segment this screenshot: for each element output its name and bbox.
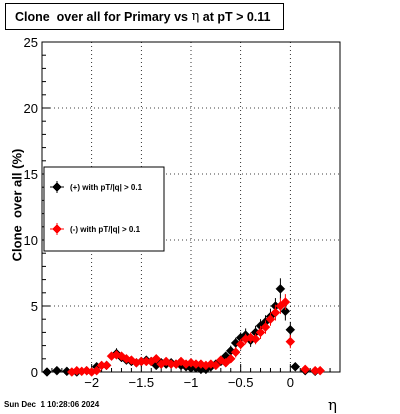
data-point	[42, 367, 52, 377]
data-point	[285, 336, 296, 347]
data-point	[290, 361, 301, 372]
data-point	[101, 360, 112, 371]
y-tick-label: 25	[24, 35, 38, 50]
y-tick-label: 20	[24, 101, 38, 116]
data-point	[265, 314, 276, 325]
data-point	[230, 347, 241, 358]
data-point	[270, 307, 281, 318]
legend-box	[43, 166, 165, 252]
data-point	[275, 283, 286, 294]
legend-label: (-) with pT/|q| > 0.1	[70, 225, 141, 234]
data-point	[285, 324, 296, 335]
data-point	[255, 327, 266, 338]
x-tick-label: −1	[184, 375, 199, 390]
chart-title: Clone over all for Primary vs η at pT > …	[5, 3, 284, 30]
chart-title-part2: at pT > 0.11	[199, 9, 271, 24]
data-point	[151, 353, 162, 364]
data-point	[300, 364, 311, 375]
chart-title-part1: Clone over all for Primary vs	[15, 9, 192, 24]
x-tick-label: 0	[287, 375, 294, 390]
y-tick-label: 15	[24, 167, 38, 182]
data-point	[210, 360, 221, 371]
data-point	[116, 351, 127, 362]
x-tick-label: −1.5	[128, 375, 154, 390]
series-negative	[66, 294, 325, 377]
legend-marker	[52, 182, 62, 192]
data-point	[52, 365, 62, 376]
data-point	[315, 365, 325, 376]
x-axis-label: η	[328, 396, 337, 414]
y-tick-label: 0	[31, 365, 38, 380]
y-axis-label: Clone over all (%)	[9, 148, 25, 262]
data-point	[280, 297, 291, 307]
data-point	[176, 356, 186, 367]
chart-title-symbol: η	[191, 9, 200, 24]
legend-label: (+) with pT/|q| > 0.1	[70, 183, 143, 192]
data-point	[91, 365, 102, 376]
data-point	[260, 322, 271, 332]
y-tick-label: 10	[24, 233, 38, 248]
legend-marker	[52, 224, 62, 234]
y-tick-label: 5	[31, 299, 38, 314]
data-point	[225, 353, 236, 364]
legend: (+) with pT/|q| > 0.1 (-) with pT/|q| > 0…	[43, 166, 165, 252]
data-point	[280, 306, 291, 317]
data-point	[250, 334, 261, 344]
x-tick-label: −2	[84, 375, 99, 390]
data-point	[161, 356, 172, 367]
data-point	[235, 339, 246, 350]
timestamp: Sun Dec 1 10:28:06 2024	[4, 400, 100, 409]
x-tick-label: −0.5	[228, 375, 254, 390]
